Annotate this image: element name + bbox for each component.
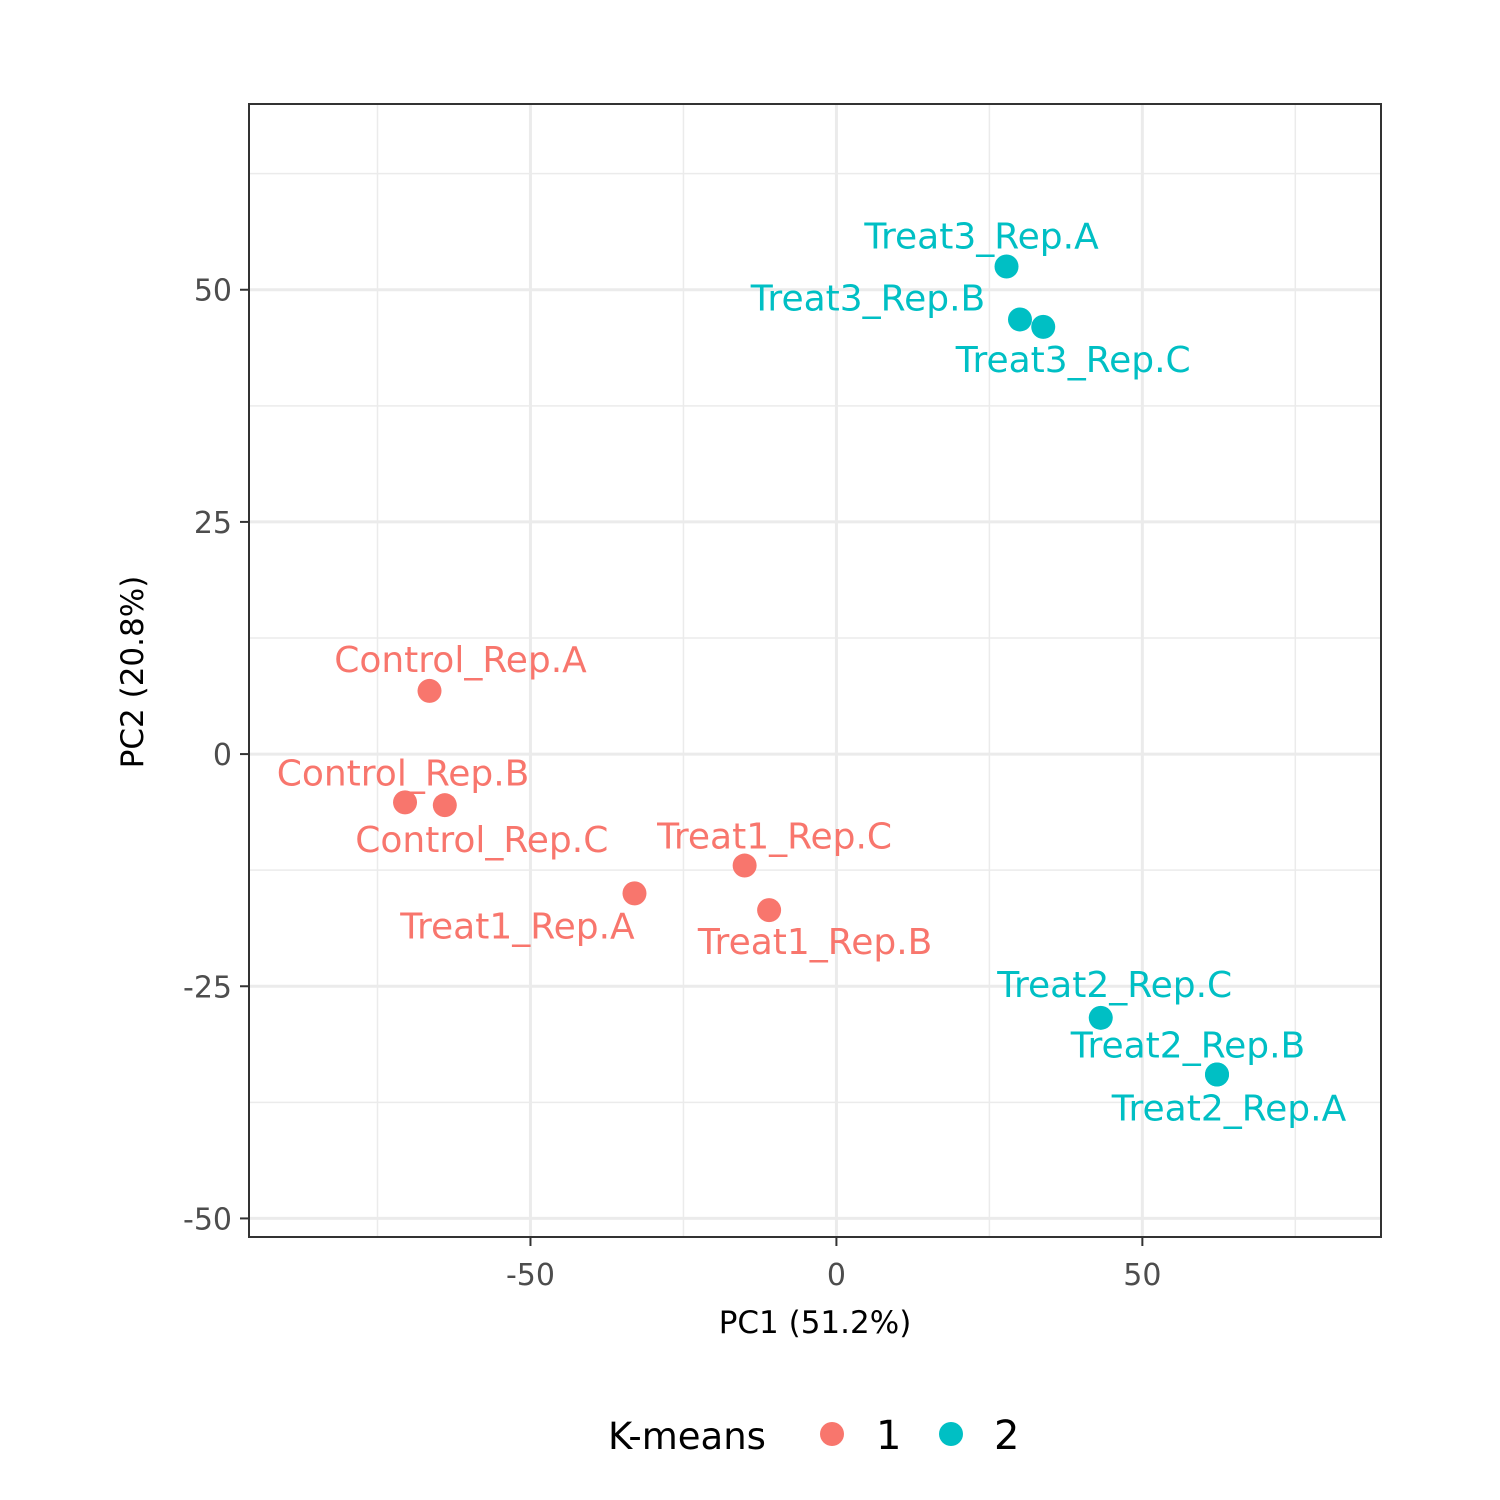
y-axis-title: PC2 (20.8%) [115,576,151,769]
minor-gridlines [249,104,1381,1237]
major-gridlines [249,104,1381,1237]
data-point-label: Control_Rep.A [334,640,587,681]
data-point-label: Treat1_Rep.A [399,906,635,947]
y-tick-label: 0 [213,738,232,773]
data-point-label: Treat3_Rep.C [955,340,1191,381]
x-tick-label: 50 [1123,1258,1161,1293]
data-point-label: Treat3_Rep.B [750,278,985,319]
data-point [417,678,442,703]
data-point [393,790,418,815]
legend-key-2 [939,1422,963,1446]
data-point [1088,1005,1113,1030]
data-point [1007,307,1032,332]
data-points [393,254,1230,1087]
data-point-label: Treat2_Rep.B [1070,1025,1305,1066]
y-tick-label: 50 [194,274,232,309]
data-point-label: Treat3_Rep.A [863,217,1099,258]
y-tick-label: -50 [183,1202,232,1237]
x-tick-label: 0 [827,1258,846,1293]
data-point-label: Treat2_Rep.A [1111,1088,1347,1129]
data-point [1031,314,1056,339]
legend-label-2: 2 [994,1413,1019,1459]
y-tick-label: -25 [183,970,232,1005]
x-tick-label: -50 [506,1258,555,1293]
data-point-label: Treat2_Rep.C [996,965,1232,1006]
y-tick-label: 25 [194,506,232,541]
data-point-label: Control_Rep.B [277,753,530,794]
data-point-label: Treat1_Rep.C [656,817,892,858]
data-point-label: Treat1_Rep.B [697,922,932,963]
plot-panel-border [248,103,1382,1238]
data-point-labels: Control_Rep.A Control_Rep.B Control_Rep.C T… [277,217,1347,1130]
data-point [432,793,457,818]
axis-ticks: -50 0 50 -50 -25 0 25 50 [183,274,1161,1293]
data-point [757,898,782,923]
legend-key-1 [820,1422,844,1446]
legend-title: K-means [608,1415,766,1458]
legend-label-1: 1 [876,1413,901,1459]
data-point [732,853,757,878]
data-point [1205,1062,1230,1087]
legend: K-means 1 2 [608,1413,1019,1459]
data-point-label: Control_Rep.C [355,820,608,861]
x-axis-title: PC1 (51.2%) [719,1305,912,1341]
data-point [622,881,647,906]
data-point [994,254,1019,279]
